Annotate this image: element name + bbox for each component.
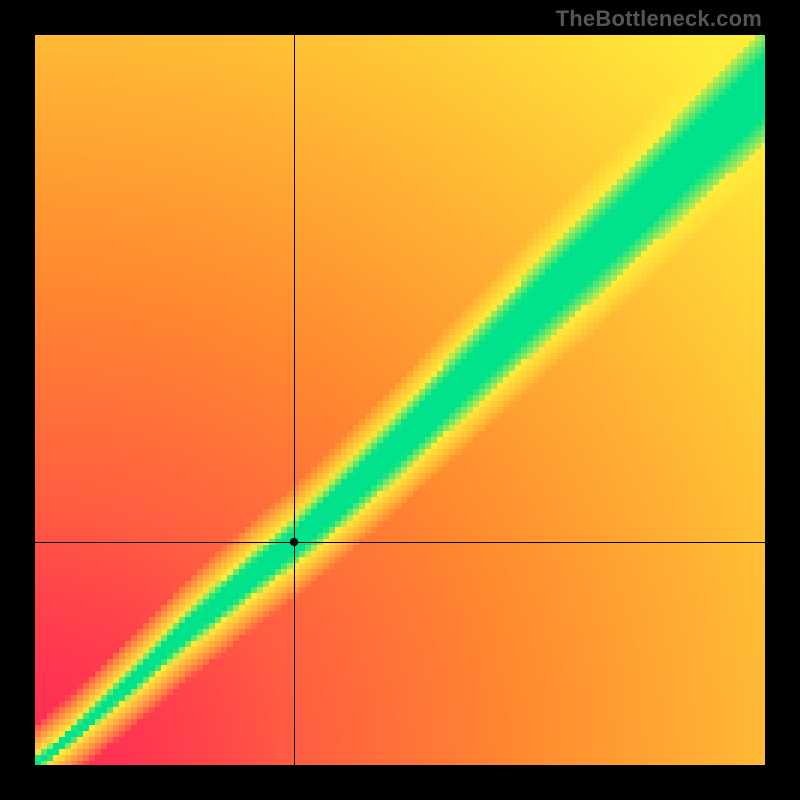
- heatmap-area: [35, 35, 765, 765]
- watermark-text: TheBottleneck.com: [556, 6, 762, 32]
- heatmap-canvas: [35, 35, 765, 765]
- chart-container: TheBottleneck.com: [0, 0, 800, 800]
